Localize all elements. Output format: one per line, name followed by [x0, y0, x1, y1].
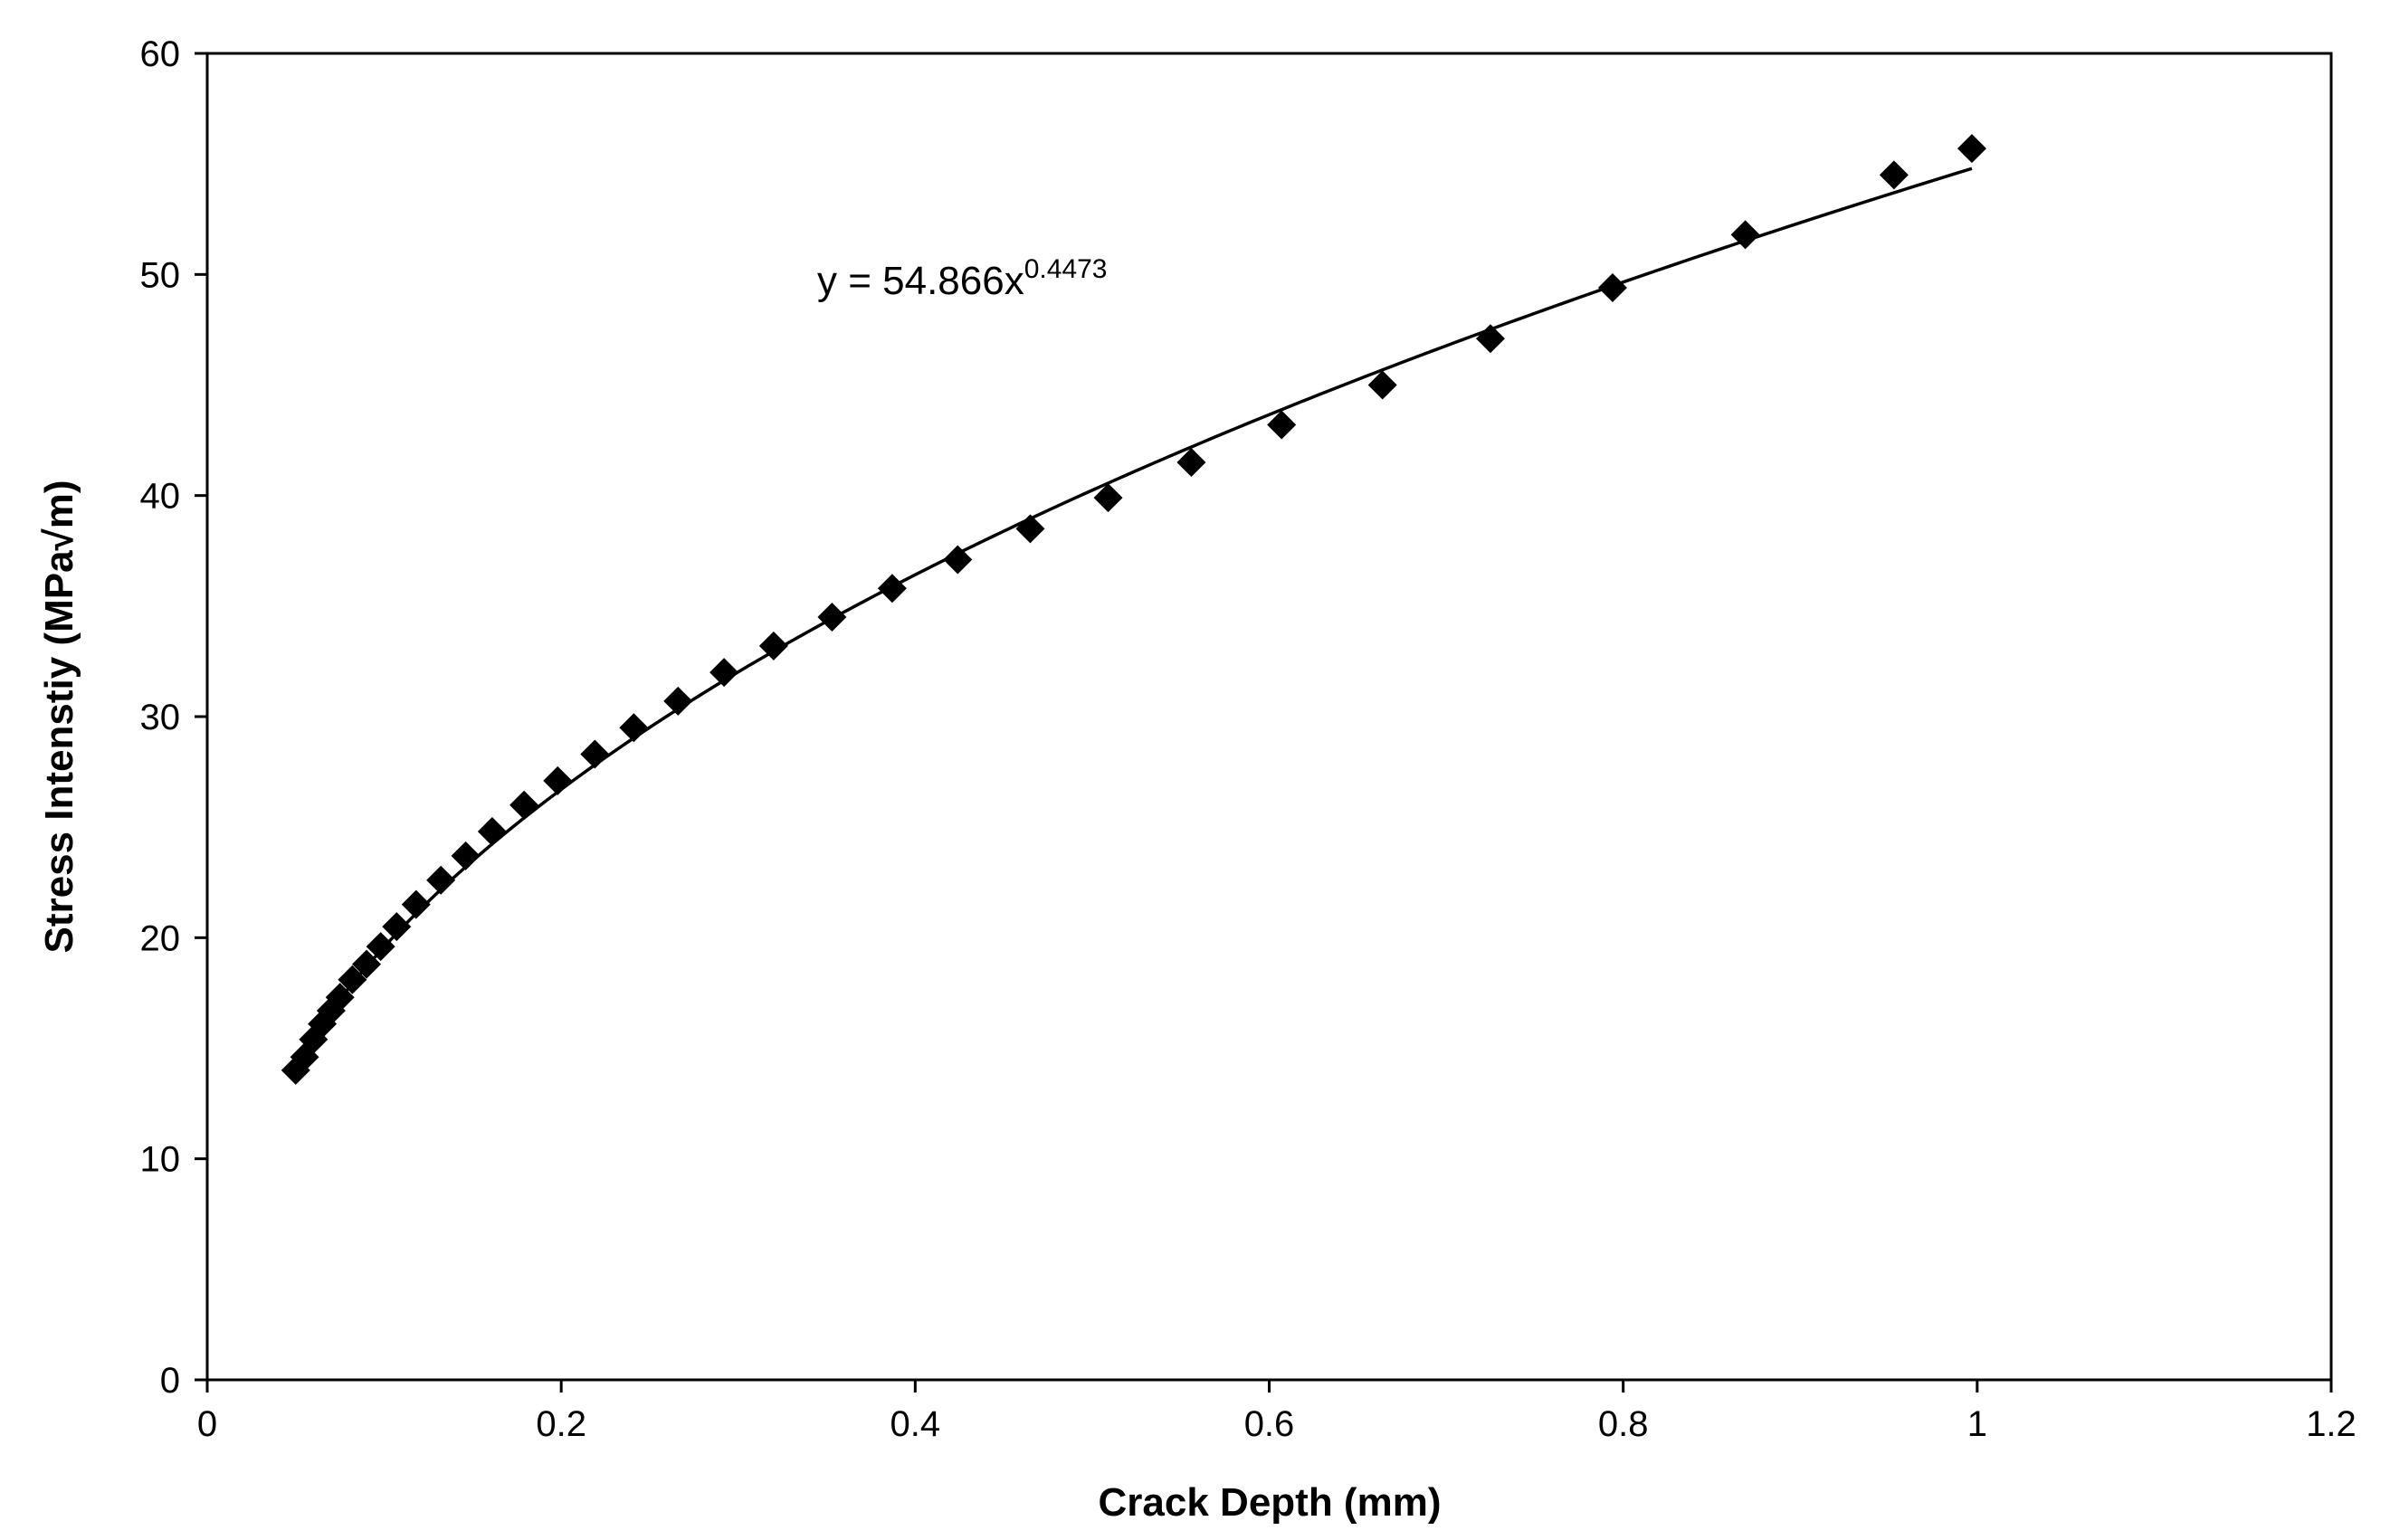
data-point: [1597, 272, 1627, 302]
x-tick-label: 0.8: [1598, 1404, 1649, 1444]
data-point: [817, 603, 847, 632]
y-axis-title: Stress Intenstiy (MPa√m): [37, 480, 81, 954]
data-point: [325, 983, 355, 1012]
data-point: [352, 949, 382, 979]
y-tick-label: 20: [140, 918, 181, 958]
y-tick-label: 40: [140, 477, 181, 517]
trendline: [294, 166, 1973, 1063]
y-tick-label: 50: [140, 255, 181, 295]
data-point: [477, 817, 507, 847]
data-point: [1015, 514, 1045, 544]
data-point: [451, 841, 481, 870]
y-tick-label: 0: [160, 1361, 180, 1401]
data-point: [338, 965, 367, 994]
y-axis-ticks: 0 10 20 30 40 50 60: [140, 34, 207, 1401]
data-point: [401, 889, 431, 919]
data-point: [709, 658, 739, 688]
x-tick-label: 0.4: [890, 1404, 941, 1444]
data-point: [1957, 134, 1986, 164]
data-point: [619, 713, 649, 743]
data-point: [1475, 324, 1505, 354]
x-tick-label: 0: [197, 1404, 217, 1444]
trendline-equation: y = 54.866x0.4473: [817, 254, 1108, 303]
data-point: [580, 739, 610, 769]
plot-area: [205, 52, 2333, 1382]
data-point: [1879, 160, 1909, 190]
x-axis-ticks: 0 0.2 0.4 0.6 0.8 1 1.2: [197, 1380, 2357, 1444]
data-point: [758, 631, 788, 661]
trendline-equation-exponent: 0.4473: [1024, 254, 1108, 284]
data-point: [1093, 483, 1123, 513]
trendline-equation-base: y = 54.866x: [817, 259, 1024, 303]
data-point: [1176, 448, 1206, 478]
x-axis-title: Crack Depth (mm): [1099, 1480, 1442, 1525]
data-point: [1367, 370, 1397, 400]
x-tick-label: 1: [1967, 1404, 1987, 1444]
y-tick-label: 30: [140, 698, 181, 737]
data-point: [943, 545, 973, 575]
data-point: [1267, 410, 1297, 440]
x-tick-label: 1.2: [2306, 1404, 2357, 1444]
data-point: [663, 686, 693, 716]
data-point: [382, 912, 412, 942]
y-tick-label: 60: [140, 34, 181, 74]
data-points: [281, 134, 1986, 1085]
y-tick-label: 10: [140, 1140, 181, 1180]
data-point: [366, 932, 395, 962]
data-point: [543, 765, 573, 795]
data-point: [1730, 220, 1760, 250]
data-point: [509, 790, 539, 820]
data-point: [877, 574, 907, 604]
x-tick-label: 0.6: [1244, 1404, 1295, 1444]
x-tick-label: 0.2: [536, 1404, 586, 1444]
data-point: [426, 865, 456, 895]
